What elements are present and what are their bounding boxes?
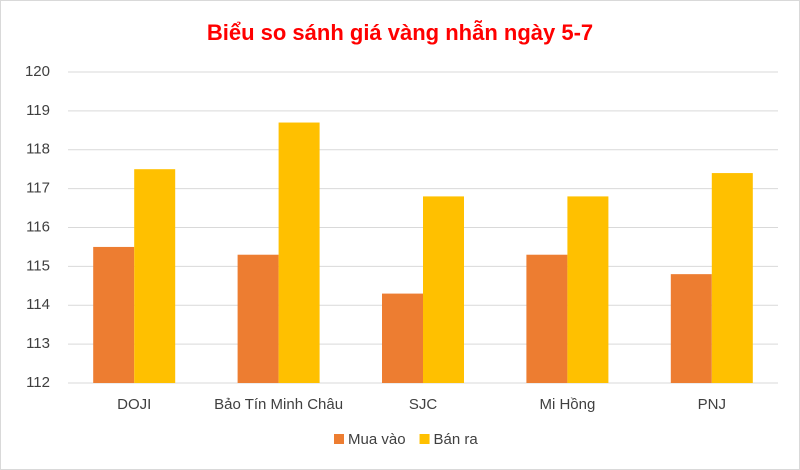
- x-tick-label: PNJ: [698, 396, 726, 413]
- y-tick-label: 113: [26, 335, 50, 352]
- bar: [382, 293, 423, 383]
- bar: [93, 246, 135, 383]
- x-tick-label: DOJI: [117, 396, 151, 413]
- y-tick-label: 117: [26, 180, 50, 197]
- legend-label: Bán ra: [434, 431, 479, 448]
- bar: [526, 254, 568, 383]
- x-tick-label: Bảo Tín Minh Châu: [214, 396, 343, 413]
- bar: [423, 196, 464, 383]
- y-tick-label: 116: [26, 218, 50, 235]
- y-tick-label: 114: [26, 296, 50, 313]
- y-tick-label: 119: [26, 102, 50, 119]
- y-tick-label: 120: [25, 63, 50, 80]
- bar: [134, 169, 176, 383]
- bar: [670, 274, 712, 383]
- x-tick-label: Mi Hồng: [539, 396, 595, 413]
- y-tick-label: 118: [26, 141, 50, 158]
- legend-swatch: [419, 434, 430, 444]
- legend-swatch: [334, 434, 344, 444]
- legend-label: Mua vào: [348, 431, 406, 448]
- bar: [711, 173, 753, 383]
- y-tick-label: 115: [26, 257, 50, 274]
- bar: [237, 254, 279, 383]
- y-tick-label: 112: [26, 374, 50, 391]
- chart-title: Biểu so sánh giá vàng nhẫn ngày 5-7: [207, 20, 593, 45]
- x-tick-label: SJC: [409, 396, 438, 413]
- bar: [567, 196, 609, 383]
- bar: [278, 122, 320, 383]
